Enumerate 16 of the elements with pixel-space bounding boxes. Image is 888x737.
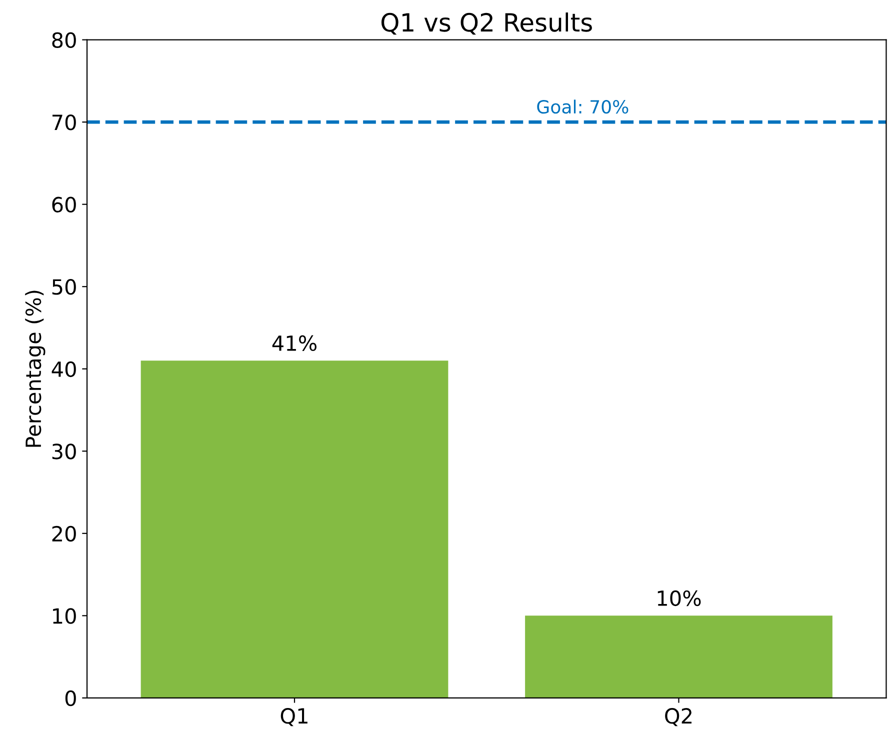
y-tick-label: 50 [52,279,76,295]
y-tick-label: 30 [52,444,76,460]
chart-title: Q1 vs Q2 Results [381,12,592,35]
y-tick-label: 70 [52,114,76,130]
x-tick-label: Q2 [665,708,692,726]
y-axis-title: Percentage (%) [25,290,46,447]
ref-line-label: Goal: 70% [537,100,628,114]
y-tick-label: 0 [65,690,76,706]
y-tick-label: 20 [52,526,76,542]
x-tick-label: Q1 [280,708,308,726]
y-tick-label: 60 [52,196,76,213]
data-label: 41% [272,335,317,352]
y-tick-label: 10 [53,608,76,624]
y-tick-label: 80 [52,32,76,48]
data-label: 10% [658,590,701,606]
y-tick-label: 40 [52,361,76,378]
